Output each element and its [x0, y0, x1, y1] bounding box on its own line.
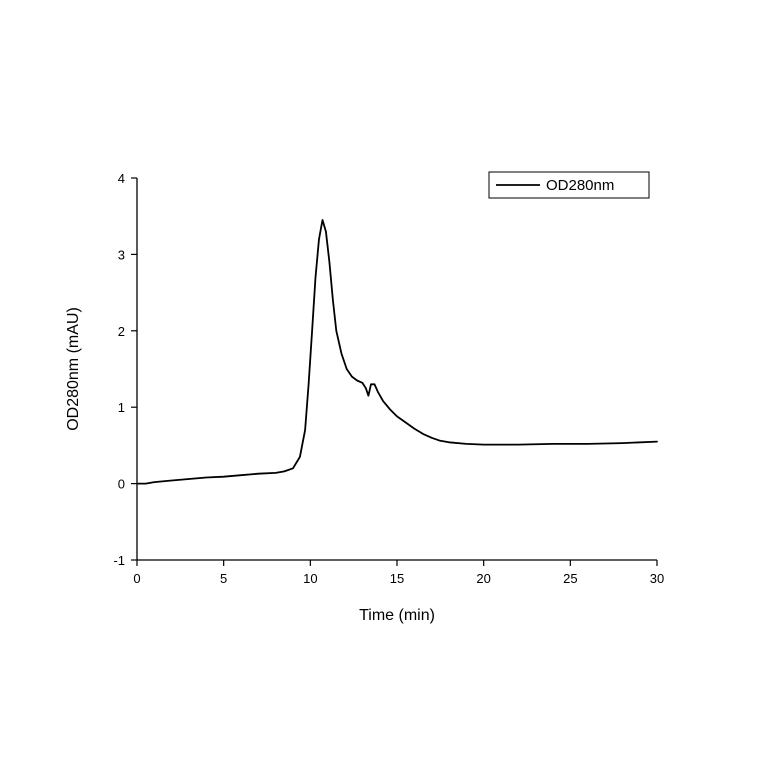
x-tick-label: 20 [476, 571, 490, 586]
y-tick-label: 4 [118, 171, 125, 186]
x-tick-label: 15 [390, 571, 404, 586]
x-tick-label: 10 [303, 571, 317, 586]
x-axis-title: Time (min) [359, 607, 435, 624]
y-axis-title: OD280nm (mAU) [65, 307, 82, 431]
x-tick-label: 0 [133, 571, 140, 586]
y-tick-label: -1 [113, 553, 125, 568]
x-axis: 0 5 10 15 20 25 30 Time (min) [133, 559, 664, 624]
x-tick-label: 5 [220, 571, 227, 586]
y-ticks: -1 0 1 2 3 4 [113, 171, 137, 568]
x-tick-label: 25 [563, 571, 577, 586]
legend-label: OD280nm [546, 177, 614, 194]
x-ticks: 0 5 10 15 20 25 30 [133, 560, 664, 586]
x-tick-label: 30 [650, 571, 664, 586]
series-line-0 [136, 219, 658, 485]
y-tick-label: 1 [118, 400, 125, 415]
y-axis: -1 0 1 2 3 4 OD280nm (mAU) [65, 171, 138, 568]
legend: OD280nm [488, 171, 650, 199]
y-tick-label: 0 [118, 477, 125, 492]
plot-series [136, 219, 658, 485]
y-tick-label: 2 [118, 324, 125, 339]
y-tick-label: 3 [118, 247, 125, 262]
